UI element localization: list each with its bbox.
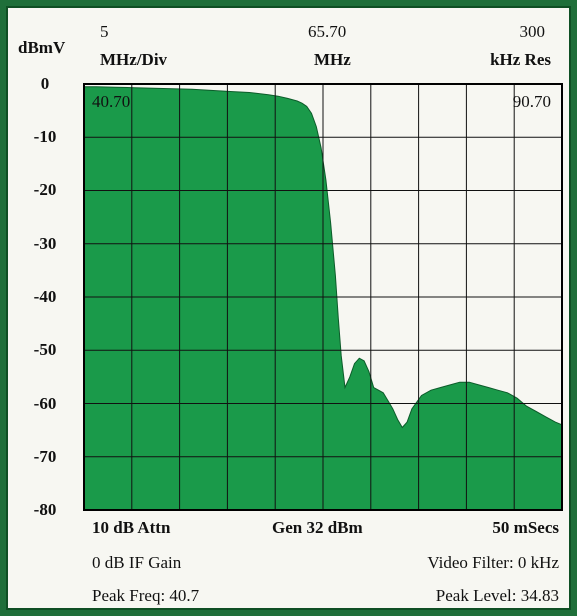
spectrum-analyzer-panel: dBmV 5 MHz/Div 65.70 MHz 300 kHz Res 0 -… (6, 6, 571, 610)
center-frequency-unit: MHz (314, 50, 351, 69)
resolution-unit: kHz Res (490, 50, 551, 69)
span-value: 5 (100, 22, 109, 41)
y-tick-label: -40 (33, 287, 57, 306)
y-axis-label: dBmV (18, 38, 66, 57)
attenuation-label: 10 dB Attn (92, 518, 171, 537)
generator-level-label: Gen 32 dBm (272, 518, 363, 537)
stop-frequency-label: 90.70 (512, 92, 551, 111)
peak-level-label: Peak Level: 34.83 (435, 586, 559, 605)
y-tick-label: -20 (33, 180, 57, 199)
spectrum-plot (83, 83, 563, 511)
start-frequency-label: 40.70 (92, 92, 131, 111)
y-tick-label: -30 (33, 234, 57, 253)
y-tick-label: 0 (40, 74, 50, 93)
span-unit: MHz/Div (100, 50, 168, 69)
sweep-time-label: 50 mSecs (492, 518, 559, 537)
y-tick-label: -50 (33, 340, 57, 359)
y-tick-label: -80 (33, 500, 57, 519)
resolution-value: 300 (519, 22, 546, 41)
peak-frequency-label: Peak Freq: 40.7 (92, 586, 200, 605)
y-tick-label: -70 (33, 447, 57, 466)
video-filter-label: Video Filter: 0 kHz (427, 553, 559, 572)
plot-border (83, 83, 563, 511)
if-gain-label: 0 dB IF Gain (92, 553, 182, 572)
y-tick-label: -10 (33, 127, 57, 146)
y-tick-label: -60 (33, 394, 57, 413)
center-frequency-value: 65.70 (308, 22, 347, 41)
